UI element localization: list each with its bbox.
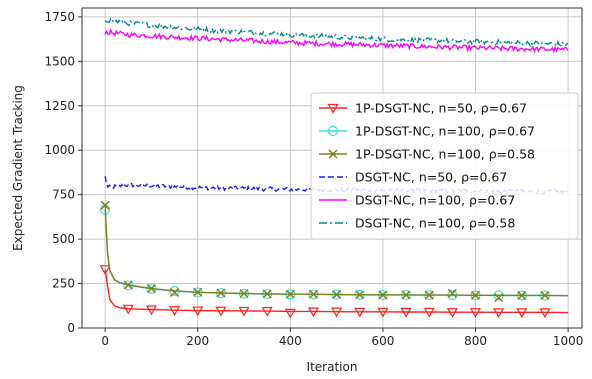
series-3-point: [540, 290, 550, 300]
series-1-point: [215, 306, 227, 317]
legend-label: DSGT-NC, n=100, ρ=0.67: [355, 193, 515, 208]
series-1-point: [331, 307, 343, 318]
series-3-point: [447, 288, 457, 298]
legend-entry: 1P-DSGT-NC, n=100, ρ=0.67: [319, 124, 535, 139]
series-3-point: [378, 290, 388, 300]
series-3-point: [517, 290, 527, 300]
series-1: [99, 265, 569, 319]
series-3-point: [123, 280, 133, 290]
series-1-point: [99, 265, 111, 276]
series-1-point: [261, 307, 273, 317]
series-1-point: [238, 306, 250, 317]
x-axis-label: Iteration: [307, 360, 358, 374]
legend-marker: [327, 125, 339, 137]
y-tick-label: 0: [67, 321, 75, 335]
series-3-point: [308, 289, 319, 299]
y-tick-label: 1000: [44, 143, 75, 157]
series-1-point: [516, 308, 528, 319]
plot-frame: [81, 7, 583, 329]
legend-entry: 1P-DSGT-NC, n=100, ρ=0.58: [319, 147, 535, 162]
series-1-point: [377, 307, 389, 318]
series-3-point: [239, 288, 249, 299]
series-3-point: [401, 290, 411, 300]
legend-entry: DSGT-NC, n=100, ρ=0.67: [319, 193, 515, 208]
series-1-line: [104, 269, 569, 314]
legend-box: [310, 92, 579, 240]
legend-entry: DSGT-NC, n=100, ρ=0.58: [319, 216, 515, 231]
series-1-point: [122, 304, 134, 315]
series-3-point: [216, 288, 226, 298]
x-tick-label: 400: [279, 334, 302, 348]
series-3-point: [262, 289, 272, 299]
legend: 1P-DSGT-NC, n=50, ρ=0.67 1P-DSGT-NC, n=10…: [310, 92, 579, 240]
series-1-point: [169, 306, 181, 316]
series-3-point: [285, 289, 295, 299]
y-tick-label: 1750: [44, 10, 75, 24]
series-6-line: [104, 17, 569, 48]
legend-entry: 1P-DSGT-NC, n=50, ρ=0.67: [319, 101, 527, 116]
legend-label: 1P-DSGT-NC, n=100, ρ=0.67: [355, 124, 535, 139]
legend-label: 1P-DSGT-NC, n=100, ρ=0.58: [355, 147, 535, 162]
y-tick-label: 500: [52, 232, 75, 246]
series-3-point: [332, 290, 342, 300]
legend-marker: [327, 103, 339, 114]
y-axis: 0 250 500 750 1000 1250 1500 1750: [44, 10, 82, 335]
series-1-point: [539, 308, 551, 319]
series-3-point: [470, 290, 481, 300]
series-1-point: [469, 308, 482, 318]
legend-label: DSGT-NC, n=50, ρ=0.67: [355, 170, 507, 185]
series-3-point: [494, 293, 504, 303]
series-3-point: [355, 290, 365, 300]
x-axis: 0 200 400 600 800 1000: [101, 328, 583, 348]
series-1-point: [307, 307, 320, 318]
series-1-point: [192, 306, 204, 317]
x-tick-label: 800: [464, 334, 487, 348]
y-tick-label: 1500: [44, 54, 75, 68]
series-1-point: [493, 308, 505, 319]
series-3-point: [146, 284, 156, 294]
legend-entry: DSGT-NC, n=50, ρ=0.67: [319, 170, 507, 185]
series-5-line: [104, 28, 569, 54]
series-3: [100, 200, 569, 303]
x-tick-label: 200: [186, 334, 209, 348]
series-5: [104, 28, 569, 54]
series-1-point: [284, 308, 296, 319]
series-3-point: [170, 287, 180, 297]
x-tick-label: 600: [371, 334, 394, 348]
legend-label: 1P-DSGT-NC, n=50, ρ=0.67: [355, 101, 527, 116]
series-3-point: [424, 290, 434, 300]
y-tick-label: 750: [52, 188, 75, 202]
series-3-point: [100, 200, 110, 210]
series-6: [104, 17, 569, 48]
y-tick-label: 250: [52, 277, 75, 291]
legend-marker: [328, 149, 338, 159]
y-tick-label: 1250: [44, 99, 75, 113]
series-1-point: [354, 307, 366, 318]
legend-label: DSGT-NC, n=100, ρ=0.58: [355, 216, 515, 231]
x-tick-label: 1000: [553, 334, 584, 348]
x-tick-label: 0: [101, 334, 109, 348]
series-1-point: [400, 307, 412, 318]
series-3-point: [193, 287, 203, 297]
series-1-point: [446, 308, 458, 318]
y-axis-label: Expected Gradient Tracking: [11, 85, 25, 251]
series-1-point: [423, 307, 435, 318]
series-1-point: [145, 305, 157, 316]
